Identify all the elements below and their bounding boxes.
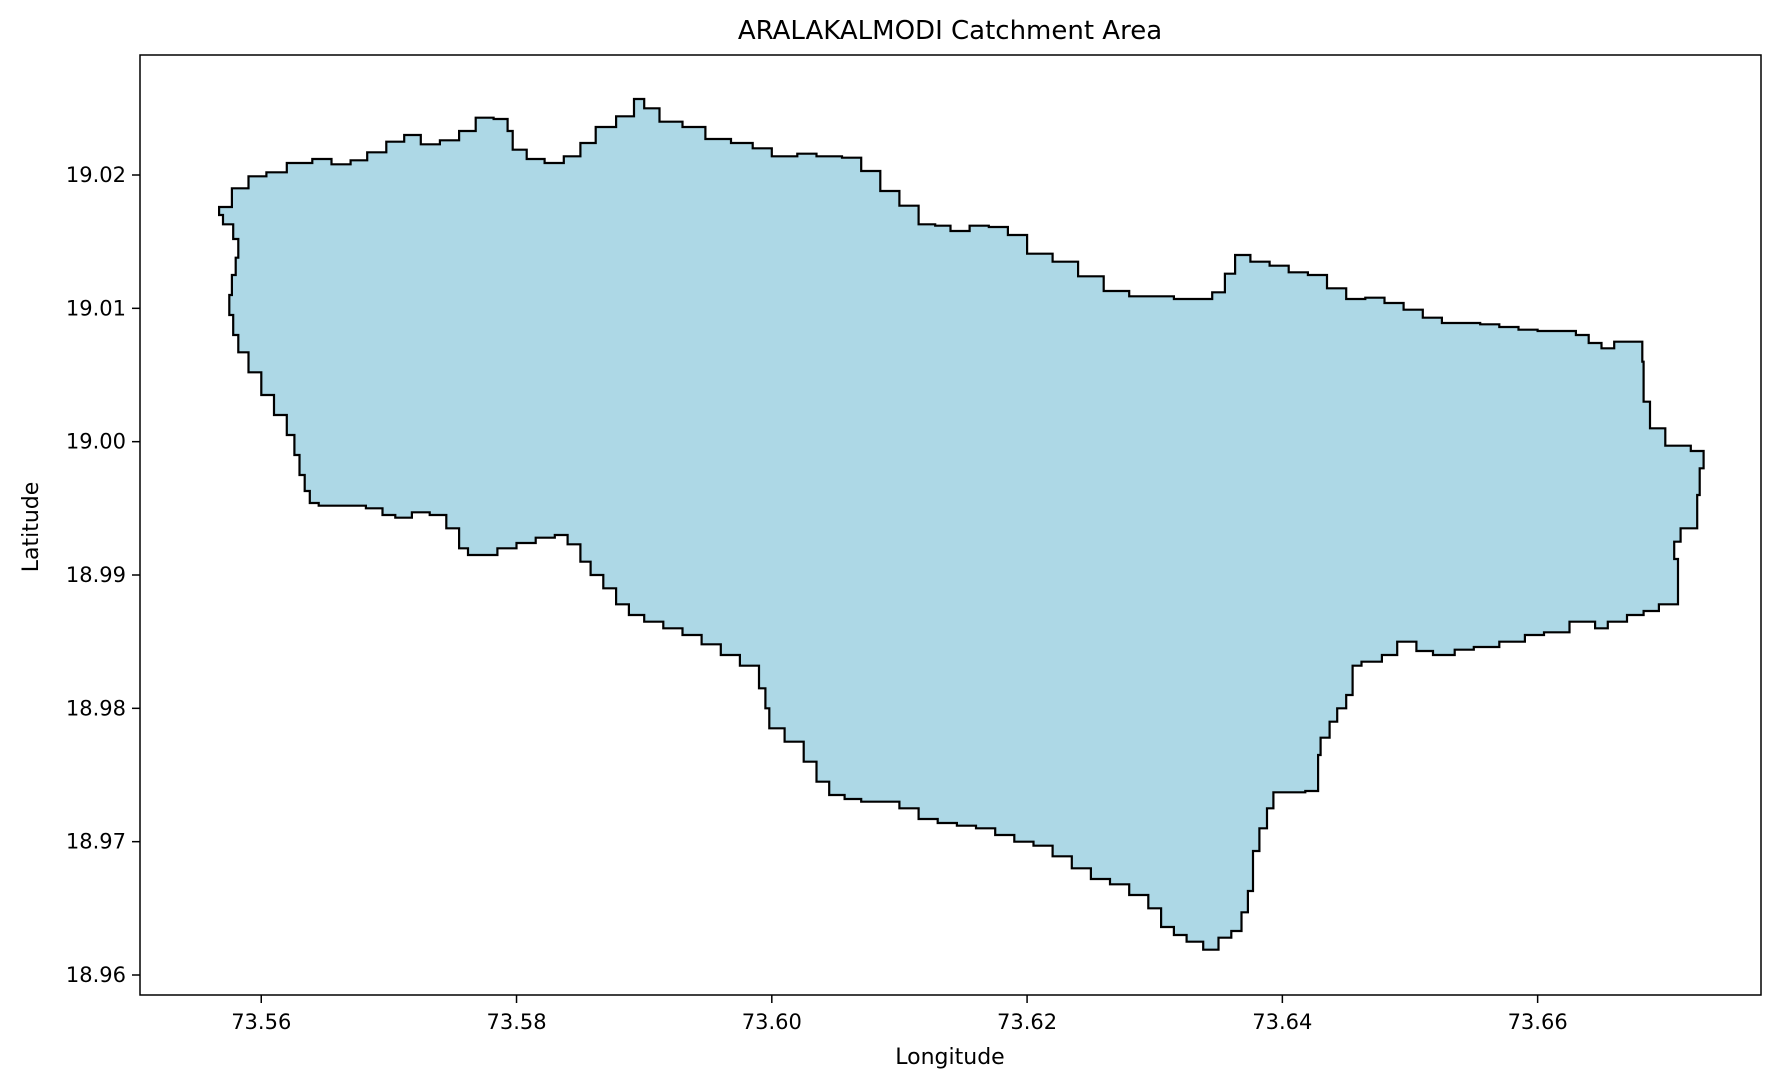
x-axis-title: Longitude [895, 1045, 1004, 1070]
y-tick-label: 19.00 [66, 430, 126, 454]
y-tick-label: 19.01 [66, 296, 126, 320]
x-tick-label: 73.64 [1252, 1010, 1312, 1034]
y-axis-title: Latitude [19, 482, 44, 573]
x-axis: 73.56 73.58 73.60 73.62 73.64 73.66 [231, 995, 1568, 1034]
x-tick-label: 73.66 [1508, 1010, 1568, 1034]
x-tick-label: 73.58 [486, 1010, 546, 1034]
x-tick-label: 73.56 [231, 1010, 291, 1034]
plot-frame [139, 54, 1762, 996]
catchment-polygon [218, 97, 1705, 951]
y-tick-label: 18.96 [66, 963, 126, 987]
y-tick-label: 18.97 [66, 830, 126, 854]
x-tick-label: 73.62 [997, 1010, 1057, 1034]
y-axis: 18.96 18.97 18.98 18.99 19.00 19.01 19.02 [66, 163, 140, 987]
plot-area [139, 54, 1762, 996]
x-tick-label: 73.60 [742, 1010, 802, 1034]
y-tick-label: 18.99 [66, 563, 126, 587]
y-tick-label: 19.02 [66, 163, 126, 187]
map-title: ARALAKALMODI Catchment Area [738, 16, 1162, 46]
y-tick-label: 18.98 [66, 696, 126, 720]
